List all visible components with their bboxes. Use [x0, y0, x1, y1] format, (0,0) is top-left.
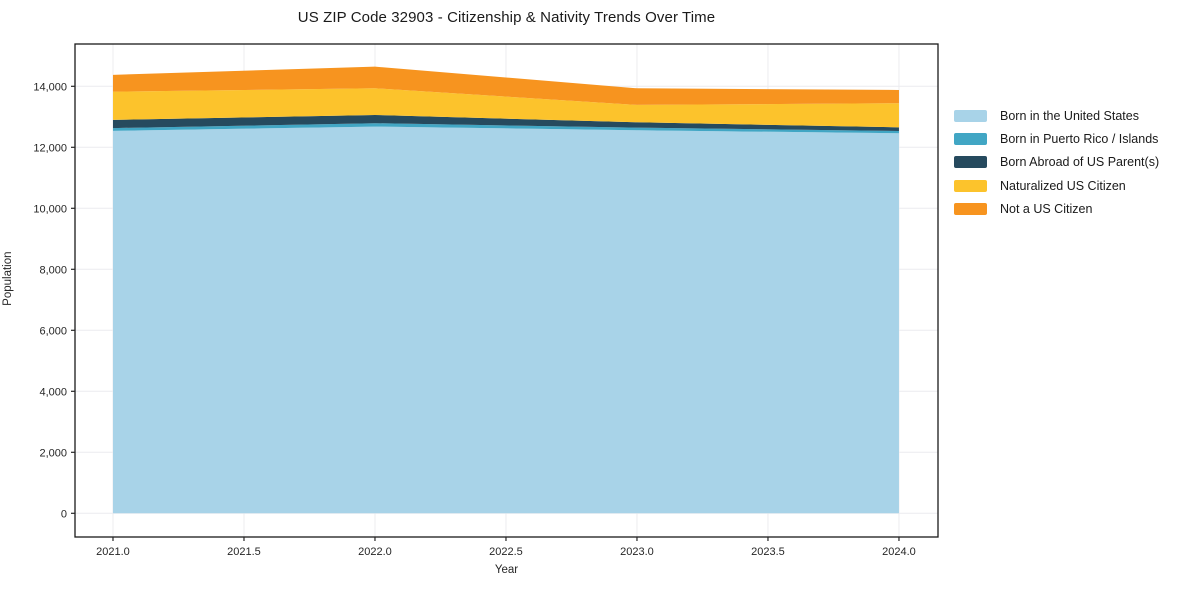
x-axis-label: Year — [495, 564, 518, 576]
legend-label: Born in the United States — [1000, 108, 1139, 123]
area-naturalized-us-citizen — [112, 88, 899, 128]
legend-item: Born in the United States — [954, 104, 1159, 127]
y-tick-label: 10,000 — [33, 203, 67, 215]
legend-swatch — [954, 203, 987, 216]
x-tick-label: 2022.0 — [358, 546, 392, 558]
x-tick-label: 2021.0 — [96, 546, 130, 558]
x-tick-label: 2023.5 — [751, 546, 785, 558]
y-tick-label: 14,000 — [33, 81, 67, 93]
y-tick-label: 8,000 — [39, 264, 67, 276]
area-born-in-the-united-states — [112, 126, 899, 514]
legend-swatch — [954, 156, 987, 169]
chart-title: US ZIP Code 32903 - Citizenship & Nativi… — [297, 9, 716, 26]
area-born-in-puerto-rico-islands — [112, 123, 899, 134]
legend-swatch — [954, 133, 987, 146]
y-tick-label: 12,000 — [33, 142, 67, 154]
legend-label: Born Abroad of US Parent(s) — [1000, 155, 1160, 170]
area-born-abroad-of-us-parent-s — [112, 114, 899, 131]
legend-label: Born in Puerto Rico / Islands — [1000, 132, 1159, 147]
area-not-a-us-citizen — [112, 66, 899, 105]
legend-label: Naturalized US Citizen — [1000, 178, 1126, 193]
legend-swatch — [954, 179, 987, 192]
legend-item: Born Abroad of US Parent(s) — [954, 151, 1159, 174]
legend-swatch — [954, 109, 987, 122]
legend: Born in the United States Born in Puerto … — [954, 104, 1159, 221]
x-tick-label: 2022.5 — [489, 546, 523, 558]
legend-item: Not a US Citizen — [954, 198, 1159, 221]
x-tick-label: 2021.5 — [227, 546, 261, 558]
legend-item: Naturalized US Citizen — [954, 174, 1159, 197]
y-tick-label: 2,000 — [39, 447, 67, 459]
x-tick-label: 2024.0 — [882, 546, 916, 558]
x-tick-label: 2023.0 — [620, 546, 654, 558]
legend-label: Not a US Citizen — [1000, 202, 1093, 217]
y-tick-label: 4,000 — [39, 386, 67, 398]
y-axis-label: Population — [2, 251, 14, 305]
legend-item: Born in Puerto Rico / Islands — [954, 127, 1159, 150]
y-tick-label: 0 — [61, 508, 67, 520]
y-tick-label: 6,000 — [39, 325, 67, 337]
